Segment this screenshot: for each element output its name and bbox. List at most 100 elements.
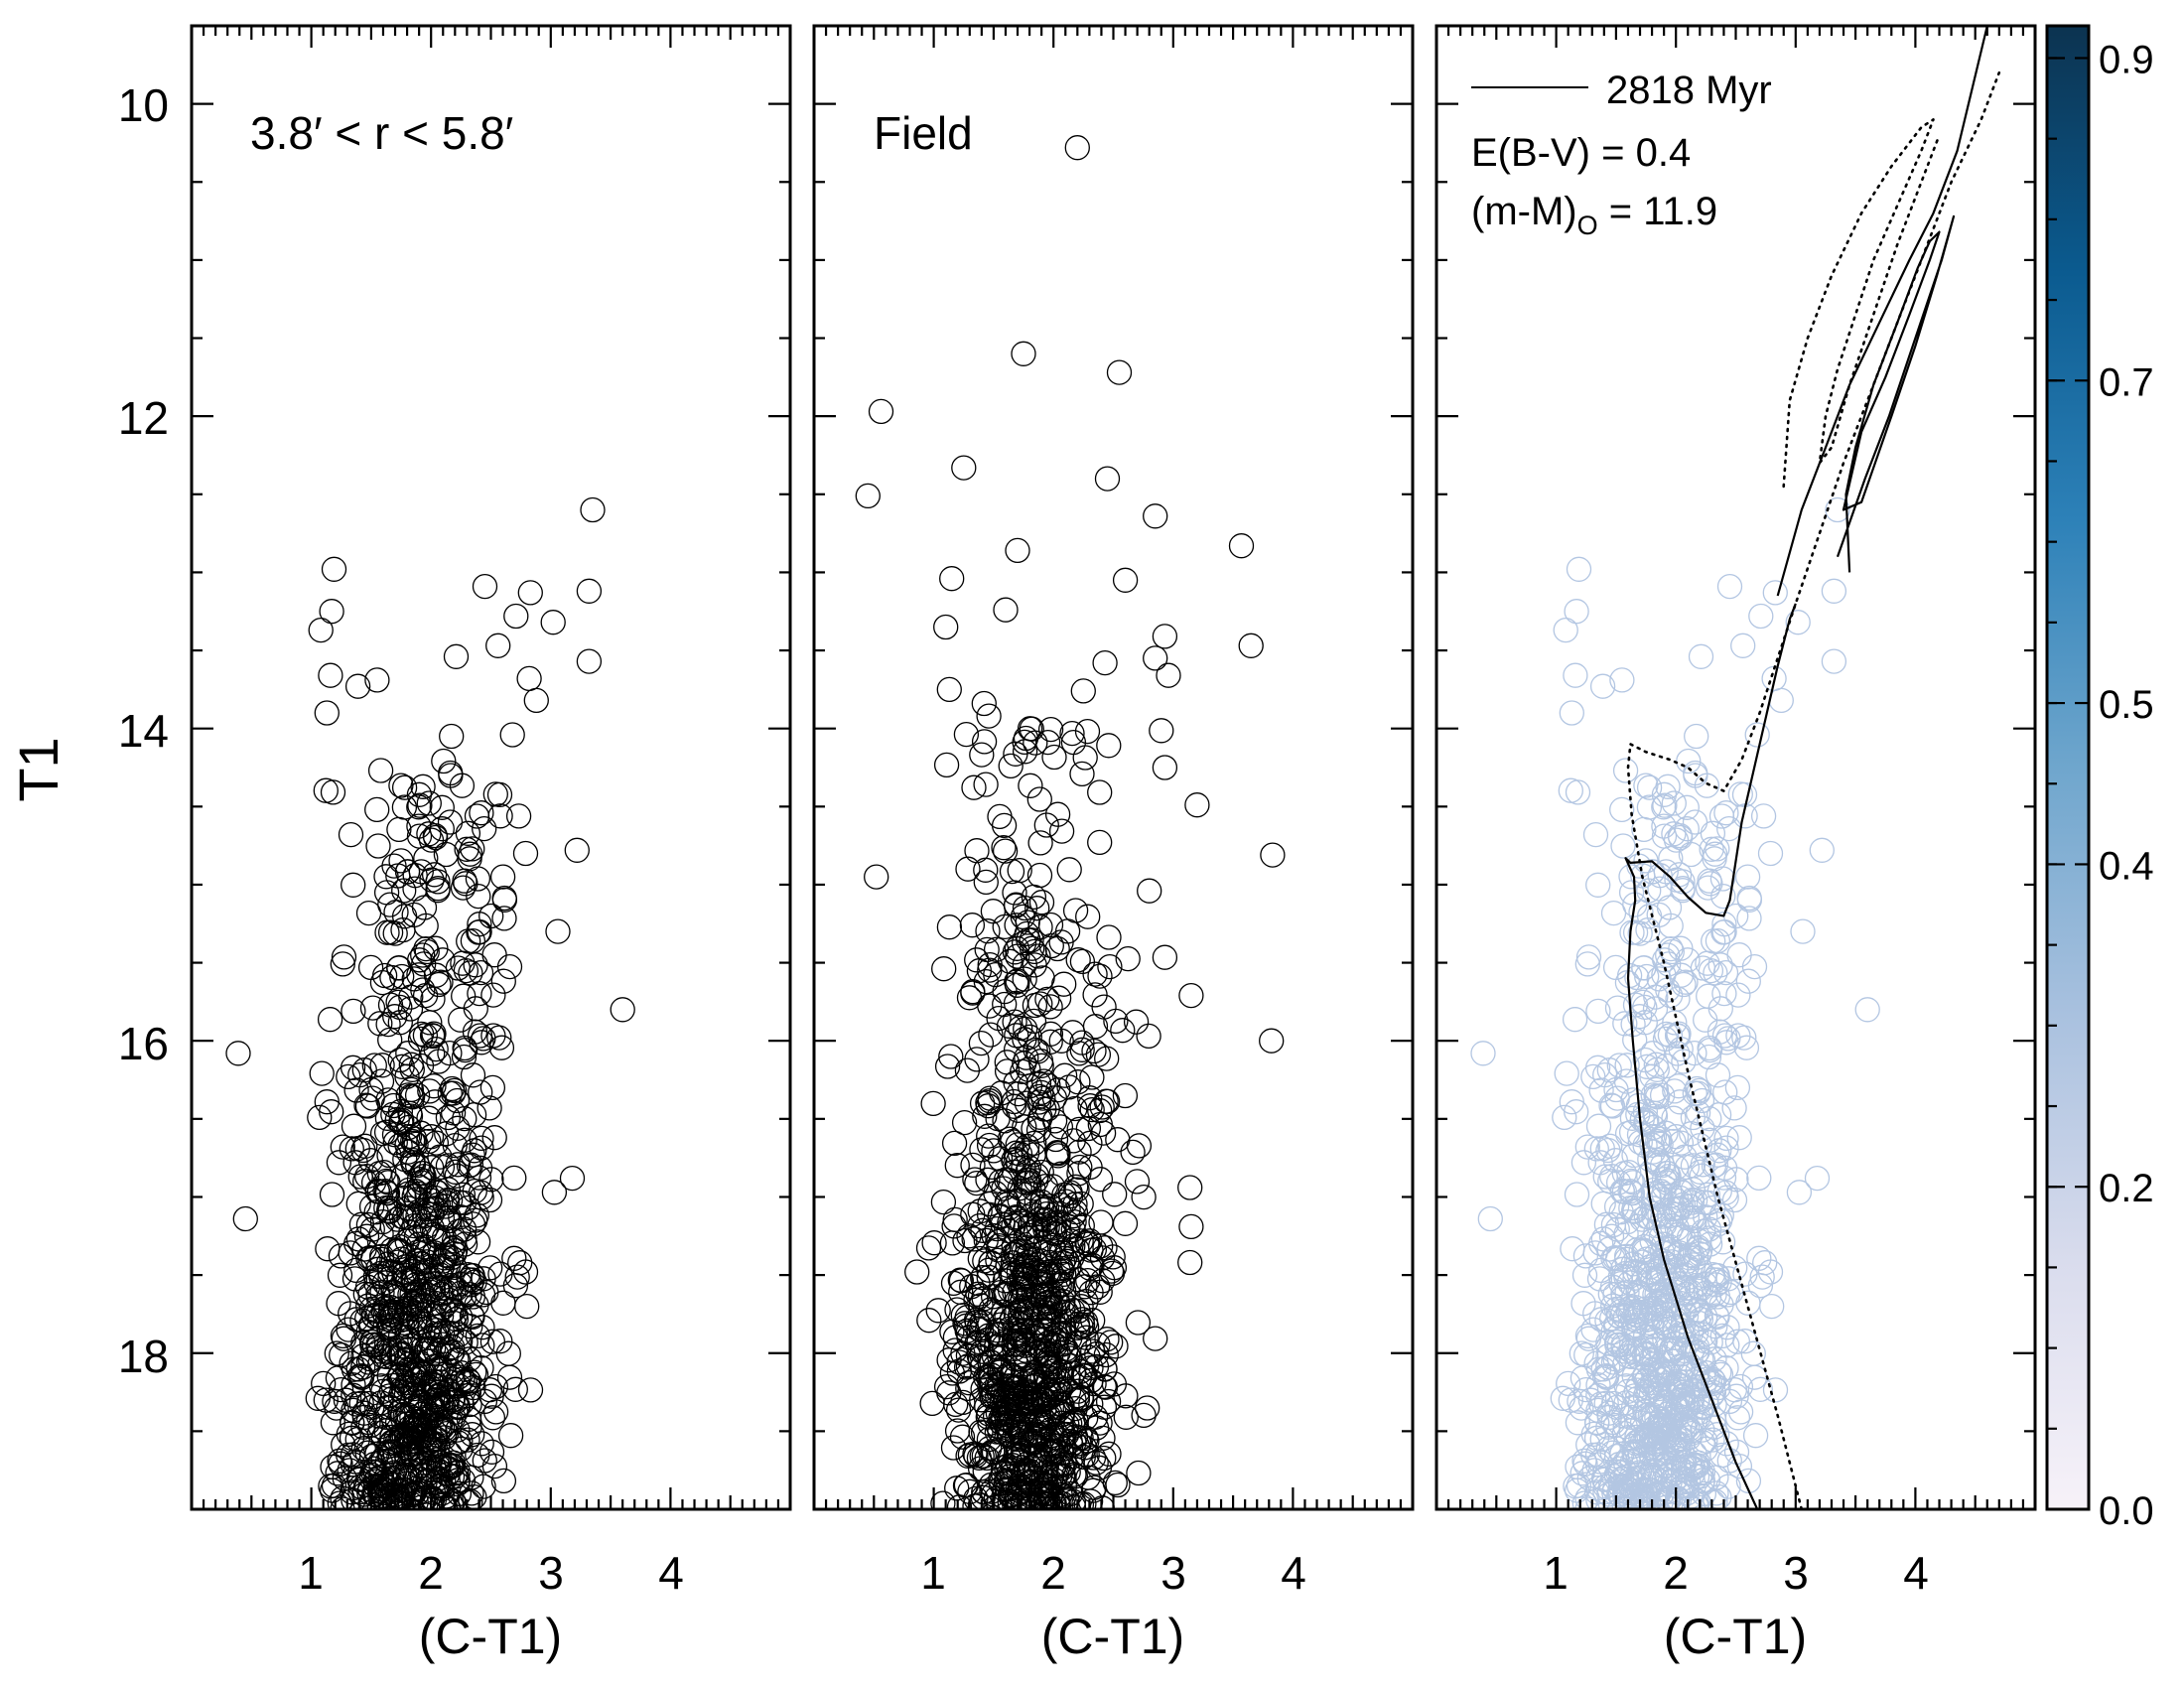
star-marker [1656, 951, 1682, 977]
star-marker [1726, 1125, 1752, 1151]
star-marker [1032, 1173, 1059, 1199]
star-marker [1574, 951, 1600, 977]
star-marker [1094, 466, 1121, 492]
star-marker [391, 794, 418, 820]
star-marker [426, 1298, 452, 1324]
star-marker [411, 1202, 438, 1229]
star-marker [1097, 953, 1123, 980]
star-marker [1727, 1399, 1754, 1425]
star-marker [1684, 1452, 1709, 1478]
star-marker [1062, 1095, 1088, 1122]
dm-subscript: O [1577, 211, 1598, 240]
star-marker [1685, 1100, 1711, 1126]
star-marker [1037, 1021, 1064, 1047]
star-marker [450, 875, 477, 901]
star-marker [1592, 1061, 1618, 1088]
star-marker [920, 1090, 946, 1117]
star-marker [1072, 745, 1098, 771]
star-marker [986, 1232, 1013, 1259]
star-marker [439, 1452, 465, 1478]
star-marker [516, 665, 542, 692]
star-marker [1095, 1388, 1122, 1415]
star-marker [1124, 1169, 1151, 1195]
star-marker [1177, 1249, 1203, 1276]
star-marker [1630, 989, 1656, 1015]
star-marker [998, 753, 1024, 779]
star-marker [960, 1152, 986, 1179]
star-marker [1143, 645, 1168, 671]
star-marker [931, 956, 957, 982]
star-marker [469, 800, 494, 826]
star-marker [1598, 1223, 1625, 1249]
star-marker [1060, 1493, 1087, 1509]
y-tick-label: 14 [118, 705, 169, 757]
star-marker [939, 1319, 965, 1344]
star-marker [437, 1040, 463, 1066]
star-marker [365, 1335, 391, 1360]
star-marker [327, 1448, 352, 1474]
star-marker [945, 1397, 972, 1423]
star-marker [1028, 1079, 1054, 1106]
star-marker [1089, 1094, 1115, 1120]
star-marker [987, 1146, 1014, 1172]
star-marker [1634, 963, 1660, 990]
star-marker [1586, 1266, 1613, 1292]
star-marker [376, 1442, 403, 1469]
star-marker [1131, 1184, 1157, 1210]
star-marker [1010, 1408, 1035, 1434]
star-marker [355, 1319, 381, 1345]
star-marker [1676, 748, 1702, 774]
star-marker [1700, 1427, 1725, 1453]
star-marker [996, 1464, 1023, 1490]
star-marker [381, 1259, 407, 1286]
star-marker [1011, 1438, 1036, 1465]
scatter-layer [1470, 496, 1880, 1509]
star-marker [1571, 1262, 1598, 1288]
star-marker [1600, 1319, 1626, 1345]
star-marker [439, 1464, 466, 1489]
star-marker [1031, 1211, 1057, 1237]
star-marker [1023, 730, 1048, 756]
star-marker [482, 781, 508, 807]
star-marker [1726, 942, 1752, 968]
star-marker [988, 1279, 1014, 1306]
star-marker [974, 1327, 1001, 1353]
star-marker [1592, 1164, 1618, 1190]
star-marker [1825, 496, 1850, 523]
star-marker [425, 1388, 451, 1414]
star-marker [319, 599, 344, 625]
star-marker [1041, 744, 1067, 771]
star-marker [448, 1007, 474, 1033]
star-marker [1583, 1136, 1609, 1162]
star-marker [385, 1249, 411, 1275]
star-marker [1713, 800, 1739, 826]
star-marker [1710, 919, 1736, 945]
star-marker [963, 1443, 989, 1469]
star-marker [428, 1303, 455, 1329]
star-marker [439, 1373, 465, 1400]
star-marker [1809, 837, 1835, 863]
star-marker [1037, 1193, 1063, 1219]
star-marker [1746, 1165, 1772, 1192]
star-marker [1721, 1187, 1748, 1213]
star-marker [1736, 887, 1763, 913]
star-marker [1006, 1345, 1031, 1372]
star-marker [1152, 755, 1178, 780]
colorbar-tick-label: 0.0 [2099, 1489, 2154, 1533]
star-marker [1674, 1154, 1701, 1181]
star-marker [305, 1385, 331, 1411]
star-marker [1564, 1099, 1589, 1125]
star-marker [1564, 599, 1589, 625]
star-marker [1015, 1451, 1041, 1477]
star-marker [320, 1410, 346, 1436]
star-marker [936, 676, 962, 703]
colorbar-tick-label: 0.7 [2099, 360, 2154, 404]
star-marker [1599, 1164, 1625, 1190]
star-marker [1757, 840, 1784, 867]
star-marker [1596, 1404, 1622, 1431]
star-marker [1854, 997, 1880, 1023]
star-marker [1696, 983, 1721, 1009]
star-marker [1616, 1296, 1643, 1322]
star-marker [389, 1107, 415, 1133]
x-tick-label: 4 [658, 1547, 684, 1599]
